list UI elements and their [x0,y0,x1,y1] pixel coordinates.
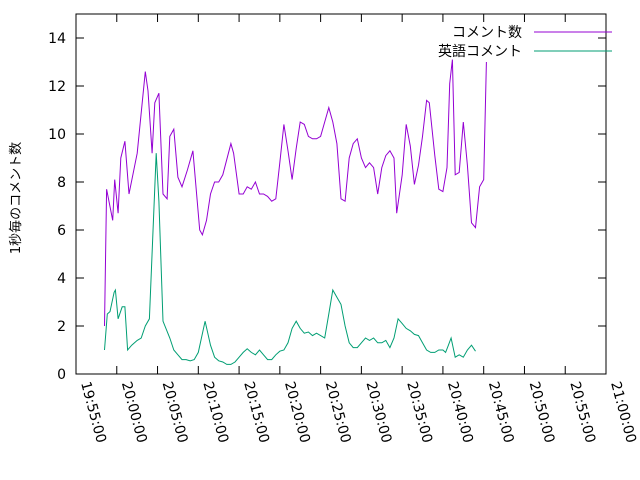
x-tick-label: 20:15:00 [240,380,272,445]
y-tick-label: 8 [57,175,66,191]
legend-label-1: 英語コメント [438,43,522,60]
y-tick-label: 4 [57,271,66,287]
x-tick-label: 20:55:00 [566,380,598,445]
x-tick-label: 20:40:00 [444,380,476,445]
series-line-1 [104,153,476,365]
x-tick-label: 20:45:00 [485,380,517,445]
legend-label-0: コメント数 [452,25,522,41]
x-tick-label: 20:50:00 [526,380,558,445]
axes: 0 2 4 6 8 10 12 14 19:55:00 20:00:00 20:05:00 20:10… [48,13,639,445]
y-axis-label: 1秒毎のコメント数 [8,142,24,254]
y-tick-label: 12 [48,79,66,95]
plot-frame [75,13,607,375]
y-tick-label: 6 [57,223,66,239]
series-line-0 [104,59,487,327]
x-tick-label: 21:00:00 [607,380,639,445]
x-tick-label: 20:25:00 [322,380,354,445]
x-tick-label: 20:20:00 [281,380,313,445]
y-tick-label: 10 [48,127,66,143]
x-tick-label: 20:05:00 [159,380,191,445]
y-tick-label: 2 [57,319,66,335]
y-tick-label: 14 [48,31,66,47]
x-tick-label: 20:30:00 [363,380,395,445]
x-tick-label: 20:00:00 [118,380,150,445]
x-tick-label: 20:35:00 [403,380,435,445]
y-tick-label: 0 [57,367,66,383]
x-tick-label: 19:55:00 [77,380,109,445]
x-tick-label: 20:10:00 [199,380,231,445]
series-lines [104,59,487,365]
